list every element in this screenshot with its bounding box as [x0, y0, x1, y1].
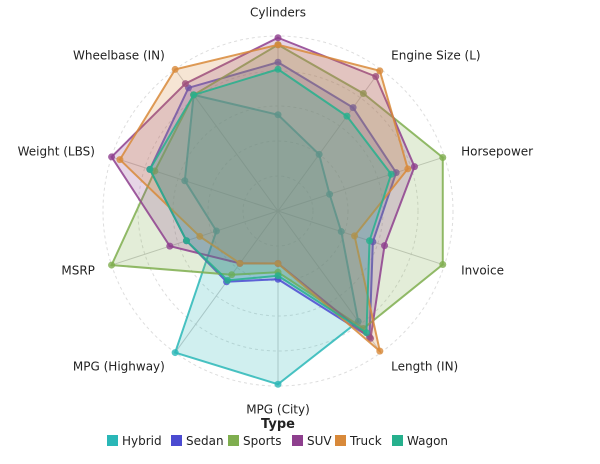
axis-label: MPG (Highway): [73, 360, 165, 374]
legend-swatch-icon: [171, 435, 182, 446]
legend-item-wagon[interactable]: Wagon: [392, 434, 448, 448]
axis-label: MSRP: [61, 263, 95, 277]
legend-item-sedan[interactable]: Sedan: [171, 434, 224, 448]
axis-label: Cylinders: [250, 6, 306, 20]
legend-label: SUV: [307, 434, 332, 448]
axis-labels: Cylinders Engine Size (L) Horsepower Invoic…: [18, 6, 534, 417]
data-point[interactable]: [439, 261, 447, 269]
data-point[interactable]: [349, 104, 357, 112]
data-point[interactable]: [274, 65, 282, 73]
series-hybrid[interactable]: [171, 91, 362, 388]
legend: Type Hybrid Sedan Sports SUV Truck Wagon: [107, 417, 448, 448]
data-point[interactable]: [367, 334, 375, 342]
series-wagon[interactable]: [146, 65, 395, 337]
legend-title: Type: [261, 417, 295, 432]
axis-label: Invoice: [461, 263, 504, 277]
legend-item-sports[interactable]: Sports: [228, 434, 281, 448]
data-point[interactable]: [387, 170, 395, 178]
data-point[interactable]: [190, 91, 198, 99]
legend-swatch-icon: [107, 435, 118, 446]
data-point[interactable]: [376, 67, 384, 75]
legend-item-suv[interactable]: SUV: [292, 434, 332, 448]
data-point[interactable]: [274, 41, 282, 49]
data-point[interactable]: [372, 73, 380, 81]
data-point[interactable]: [228, 271, 236, 279]
legend-swatch-icon: [292, 435, 303, 446]
axis-label: Wheelbase (IN): [73, 48, 165, 62]
data-point[interactable]: [274, 34, 282, 42]
axis-line: [111, 210, 279, 266]
data-point[interactable]: [274, 58, 282, 66]
legend-label: Hybrid: [122, 434, 162, 448]
axis-line: [277, 210, 445, 266]
radar-series: [108, 34, 447, 388]
axis-label: Weight (LBS): [18, 145, 95, 159]
legend-item-hybrid[interactable]: Hybrid: [107, 434, 162, 448]
data-point[interactable]: [108, 153, 116, 161]
data-point[interactable]: [166, 242, 174, 250]
data-point[interactable]: [315, 150, 323, 158]
legend-label: Truck: [349, 434, 382, 448]
data-point[interactable]: [196, 232, 204, 240]
data-point[interactable]: [359, 89, 367, 97]
data-point[interactable]: [366, 237, 374, 245]
legend-swatch-icon: [335, 435, 346, 446]
data-point[interactable]: [274, 272, 282, 280]
data-point[interactable]: [274, 260, 282, 267]
legend-label: Sports: [243, 434, 281, 448]
axis-label: Length (IN): [391, 360, 458, 374]
data-point[interactable]: [212, 227, 220, 235]
axis-line: [111, 156, 279, 212]
data-point[interactable]: [274, 111, 282, 119]
data-point[interactable]: [410, 163, 418, 171]
axis-label: Engine Size (L): [391, 48, 480, 62]
data-point[interactable]: [337, 228, 345, 236]
grid-ring: [137, 70, 419, 352]
legend-item-truck[interactable]: Truck: [335, 434, 382, 448]
data-point[interactable]: [171, 349, 179, 357]
data-point[interactable]: [404, 165, 412, 173]
data-point[interactable]: [343, 112, 351, 120]
data-point[interactable]: [116, 156, 124, 164]
data-point[interactable]: [351, 232, 359, 240]
data-point[interactable]: [362, 329, 370, 337]
data-point[interactable]: [108, 261, 116, 269]
data-point[interactable]: [146, 165, 154, 173]
data-point[interactable]: [326, 190, 334, 198]
series-truck[interactable]: [116, 41, 412, 355]
axis-label: Horsepower: [461, 145, 533, 159]
data-point[interactable]: [181, 80, 189, 88]
axis-label: MPG (City): [246, 403, 310, 417]
data-point[interactable]: [274, 380, 282, 388]
legend-swatch-icon: [392, 435, 403, 446]
legend-label: Sedan: [186, 434, 224, 448]
data-point[interactable]: [381, 242, 389, 250]
legend-swatch-icon: [228, 435, 239, 446]
data-point[interactable]: [181, 177, 189, 185]
data-point[interactable]: [171, 65, 179, 73]
data-point[interactable]: [182, 237, 190, 245]
legend-label: Wagon: [407, 434, 448, 448]
data-point[interactable]: [376, 347, 384, 355]
data-point[interactable]: [439, 153, 447, 161]
data-point[interactable]: [224, 276, 232, 284]
data-point[interactable]: [236, 259, 244, 267]
